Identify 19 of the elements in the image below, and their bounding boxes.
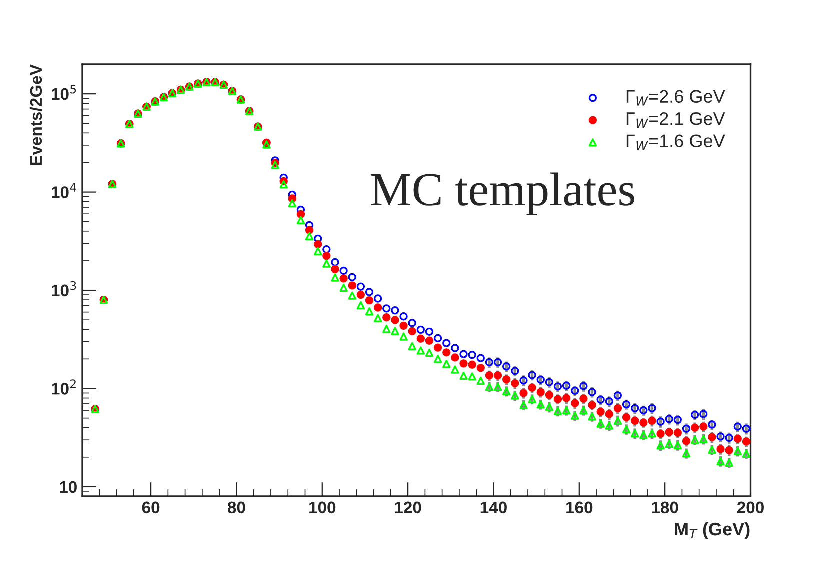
x-tick-label: 200: [737, 502, 764, 514]
y-tick-label: 10$^{2}$: [52, 380, 76, 395]
x-tick-label: 80: [228, 502, 246, 514]
x-tick-label: 100: [310, 502, 336, 514]
annotation: MC templates: [371, 172, 634, 216]
x-tick-label: 120: [395, 502, 422, 514]
legend-label: Γ$_{W}$=2.6 GeV: [626, 90, 726, 106]
y-tick-label: 10$^{3}$: [52, 281, 76, 297]
x-axis-title: M$_{T}$ (GeV): [675, 522, 750, 540]
legend-label: Γ$_{W}$=1.6 GeV: [626, 134, 726, 150]
x-tick-label: 180: [652, 502, 678, 514]
x-tick-label: 160: [566, 502, 593, 514]
legend-label: Γ$_{W}$=2.1 GeV: [626, 112, 726, 128]
x-tick-label: 140: [480, 502, 507, 514]
y-tick-label: 10: [60, 481, 77, 494]
y-tick-label: 10$^{5}$: [52, 85, 76, 100]
x-tick-label: 60: [142, 502, 160, 514]
y-axis-title: Events/2GeV: [30, 64, 42, 166]
y-tick-label: 10$^{4}$: [52, 183, 76, 198]
